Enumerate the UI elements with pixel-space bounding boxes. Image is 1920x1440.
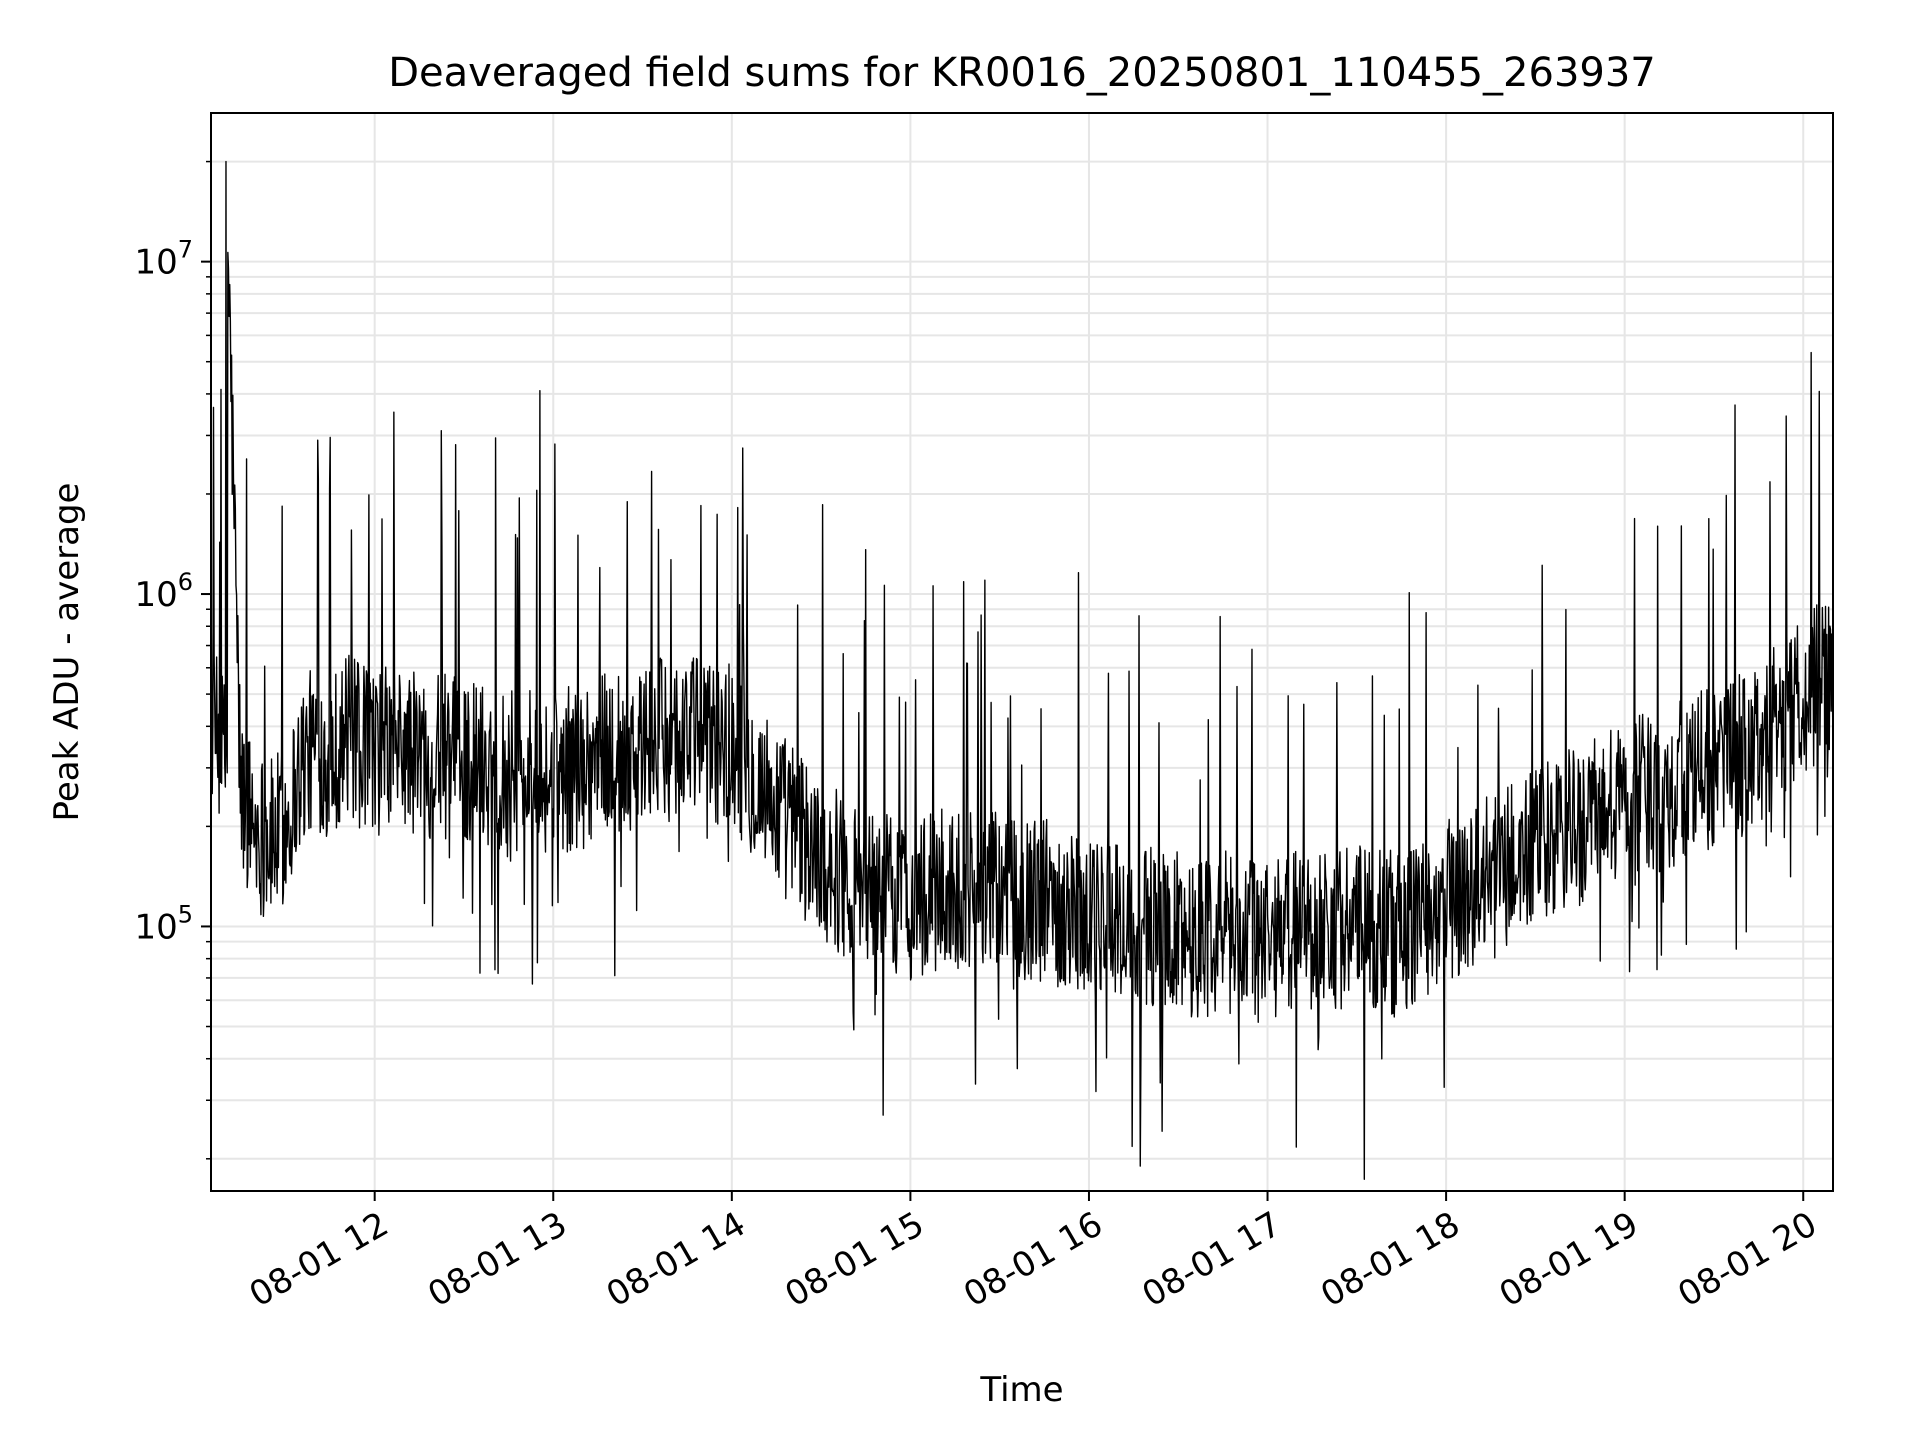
plot-frame [210,112,1834,1192]
y-tick-label: 105 [134,900,193,947]
y-tick-label: 106 [134,568,193,615]
y-tick-exponent: 6 [178,568,193,596]
y-tick-base: 10 [134,907,177,947]
y-tick-exponent: 5 [178,900,193,928]
y-tick-base: 10 [134,575,177,615]
y-tick-base: 10 [134,243,177,283]
series-line [210,160,1834,1180]
y-tick-label: 107 [134,236,193,283]
chart-title: Deaveraged field sums for KR0016_2025080… [388,50,1656,96]
y-axis-label: Peak ADU - average [47,483,87,822]
x-axis-label: Time [979,1370,1063,1410]
y-tick-exponent: 7 [178,236,193,264]
